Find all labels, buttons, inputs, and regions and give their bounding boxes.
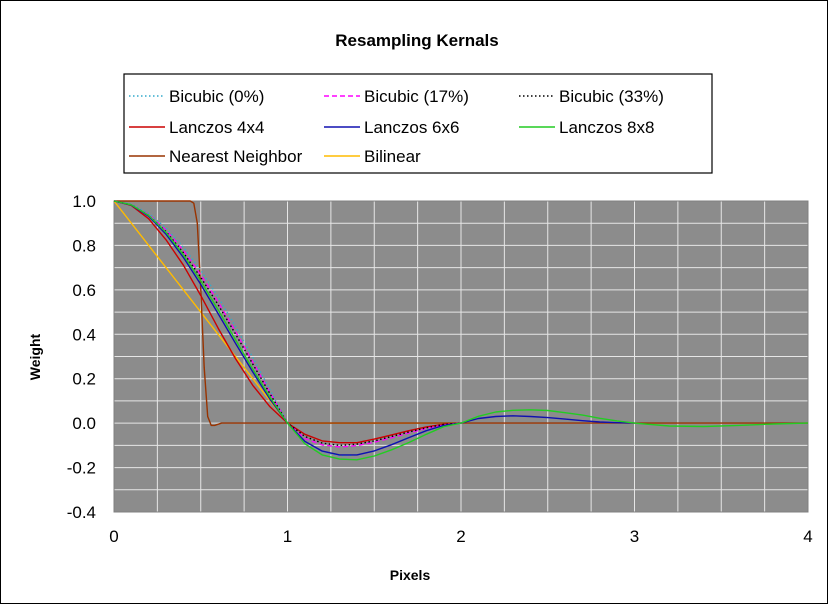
- series-line: [114, 200, 808, 427]
- x-tick-label: 1: [283, 527, 292, 546]
- y-tick-label: 0.6: [72, 281, 96, 300]
- series-line: [113, 200, 462, 457]
- legend: Bicubic (0%) Bicubic (17%) Bicubic (33%) La…: [123, 73, 713, 174]
- y-tick-label: 0.4: [72, 325, 96, 344]
- x-axis-title: Pixels: [390, 567, 431, 583]
- series-line: [113, 200, 635, 456]
- x-tick-label: 0: [109, 527, 118, 546]
- legend-label: Lanczos 4x4: [169, 118, 264, 137]
- x-tick-label: 3: [630, 527, 639, 546]
- y-tick-label: 0.0: [72, 414, 96, 433]
- legend-label: Bicubic (17%): [364, 87, 469, 106]
- x-tick-label: 4: [803, 527, 812, 546]
- series-layer: [113, 200, 809, 461]
- series-line: [113, 200, 809, 461]
- plot-border: [113, 200, 809, 513]
- y-axis-title: Weight: [27, 333, 43, 380]
- legend-box: [123, 73, 713, 174]
- legend-label: Bicubic (33%): [559, 87, 664, 106]
- grid: [113, 200, 809, 513]
- legend-label: Nearest Neighbor: [169, 147, 303, 166]
- legend-label: Lanczos 6x6: [364, 118, 459, 137]
- y-axis-ticks: -0.4 -0.2 0.0 0.2 0.4 0.6 0.8 1.0: [67, 192, 96, 522]
- chart-title: Resampling Kernals: [335, 31, 498, 50]
- x-axis-ticks: 0 1 2 3 4: [109, 527, 812, 546]
- y-tick-label: -0.2: [67, 459, 96, 478]
- x-tick-label: 2: [456, 527, 465, 546]
- legend-label: Bicubic (0%): [169, 87, 264, 106]
- y-tick-label: 0.2: [72, 370, 96, 389]
- legend-label: Bilinear: [364, 147, 421, 166]
- y-tick-label: 1.0: [72, 192, 96, 211]
- legend-label: Lanczos 8x8: [559, 118, 654, 137]
- y-tick-label: -0.4: [67, 503, 96, 522]
- y-tick-label: 0.8: [72, 236, 96, 255]
